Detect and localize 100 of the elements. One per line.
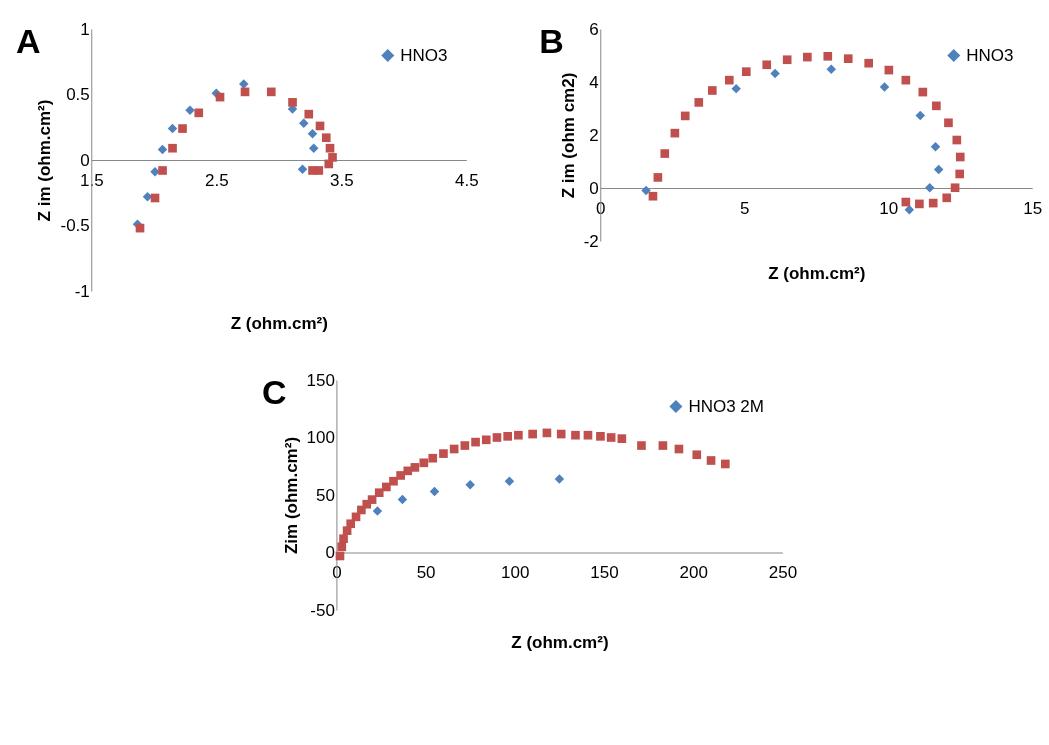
y-tick-label: 0.5: [66, 85, 90, 104]
legend-label: HNO3 2M: [688, 396, 764, 416]
point: [288, 98, 297, 107]
point: [694, 98, 704, 107]
point: [308, 166, 317, 175]
y-tick-label: -2: [583, 231, 599, 251]
y-tick-label: -0.5: [60, 216, 90, 235]
point: [337, 542, 347, 552]
point: [309, 143, 319, 153]
y-tick-label: -1: [74, 281, 90, 301]
point: [372, 506, 383, 516]
point: [556, 429, 566, 439]
point: [504, 476, 515, 486]
point: [724, 75, 734, 85]
point: [596, 432, 605, 441]
point: [955, 169, 965, 179]
point: [410, 463, 420, 472]
x-tick-label: 50: [416, 563, 436, 582]
point: [720, 459, 730, 469]
y-tick-label: 150: [306, 370, 335, 390]
point: [321, 133, 331, 143]
point: [648, 191, 658, 201]
x-tick-label: 4.5: [454, 170, 479, 190]
x-axis-title: Z (ohm.cm²): [511, 632, 609, 652]
x-tick-label: 3.5: [329, 170, 354, 190]
point: [864, 58, 874, 68]
y-tick-label: 0: [80, 150, 90, 170]
point: [782, 55, 792, 65]
x-tick-label: 100: [501, 563, 530, 582]
point: [297, 164, 308, 174]
point: [933, 164, 944, 175]
point: [471, 437, 480, 447]
point: [680, 111, 690, 121]
point: [762, 60, 772, 70]
point: [770, 68, 780, 79]
point: [571, 430, 580, 440]
x-tick-label: 200: [679, 563, 708, 582]
point: [194, 108, 204, 118]
y-axis-title: Z im (ohm cm2): [558, 72, 578, 199]
point: [325, 143, 335, 153]
point: [367, 495, 377, 504]
point: [731, 83, 741, 94]
point: [583, 430, 593, 440]
y-tick-label: 4: [589, 72, 599, 92]
point: [637, 441, 646, 450]
point: [707, 86, 717, 95]
y-tick-label: 0: [325, 543, 335, 562]
point: [942, 193, 952, 203]
point: [304, 109, 314, 119]
point: [514, 430, 523, 440]
point: [346, 519, 356, 529]
point: [950, 183, 960, 193]
y-tick-label: 50: [315, 485, 335, 505]
point: [944, 118, 953, 128]
point: [465, 479, 475, 490]
point: [692, 450, 702, 460]
point: [324, 159, 334, 169]
chart-title: A: [15, 22, 41, 60]
point: [826, 64, 836, 75]
point: [606, 433, 616, 442]
point: [168, 143, 177, 153]
x-tick-label: 1.5: [79, 170, 104, 190]
point: [658, 441, 668, 450]
y-axis-title: Zim (ohm.cm²): [281, 436, 301, 555]
point: [554, 474, 565, 484]
x-axis-title: Z (ohm.cm²): [768, 263, 866, 283]
point: [915, 199, 924, 209]
x-tick-label: 2.5: [204, 170, 229, 190]
point: [823, 51, 833, 61]
point: [266, 87, 276, 97]
point: [660, 149, 670, 158]
point: [617, 434, 627, 443]
point: [641, 185, 651, 196]
point: [481, 435, 491, 445]
point: [460, 441, 470, 450]
point: [157, 144, 168, 155]
point: [932, 101, 941, 111]
x-axis-title: Z (ohm.cm²): [230, 313, 328, 333]
point: [653, 173, 663, 182]
point: [307, 129, 318, 139]
point: [930, 141, 941, 152]
point: [879, 82, 890, 92]
point: [389, 476, 398, 486]
point: [429, 486, 440, 497]
point: [374, 488, 384, 498]
point: [706, 456, 716, 465]
y-tick-label: 2: [589, 125, 599, 145]
point: [396, 471, 405, 480]
point: [158, 166, 167, 175]
y-tick-label: 1: [80, 19, 90, 39]
point: [419, 458, 429, 468]
point: [915, 110, 925, 121]
point: [503, 432, 512, 441]
point: [299, 118, 309, 129]
point: [428, 453, 438, 463]
point: [843, 54, 853, 64]
point: [397, 494, 408, 505]
chart-title: B: [539, 22, 564, 60]
point: [955, 152, 965, 162]
point: [492, 433, 502, 442]
